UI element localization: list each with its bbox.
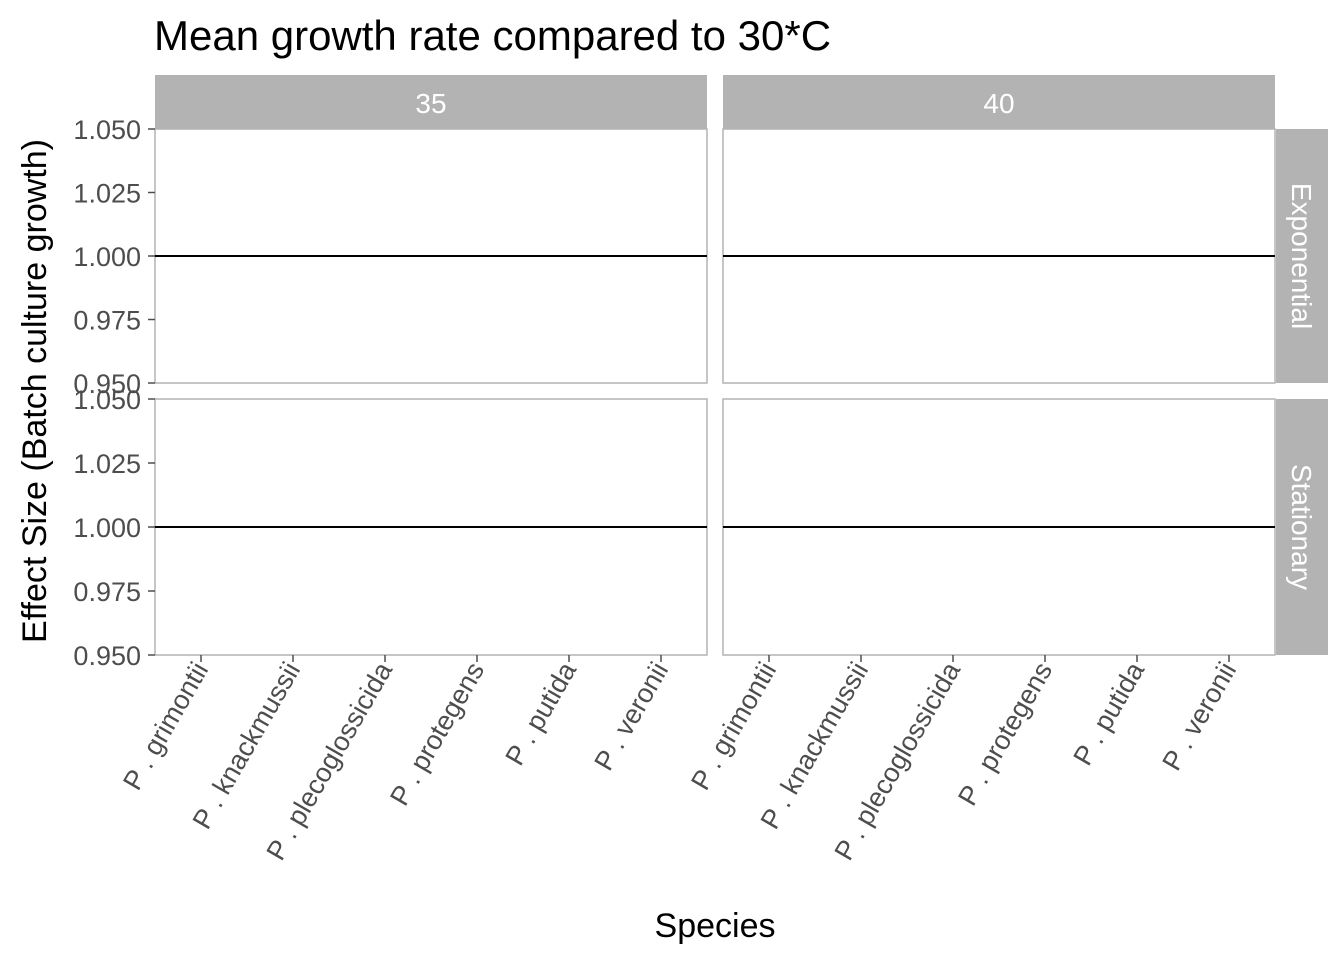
facet-strip-label-40: 40 xyxy=(983,88,1014,119)
y-tick-label: 0.950 xyxy=(73,641,141,671)
y-tick-label: 1.025 xyxy=(73,449,141,479)
y-tick-label: 1.050 xyxy=(73,115,141,145)
x-tick-label: P . grimontii xyxy=(685,657,782,795)
y-tick-label: 0.950 xyxy=(73,369,141,399)
x-tick-label: P . putida xyxy=(1067,656,1150,770)
x-axis-label: Species xyxy=(655,907,776,945)
facet-strip-stationary xyxy=(1276,399,1328,655)
y-tick-label: 1.025 xyxy=(73,179,141,209)
x-tick-label: P . protegens xyxy=(952,657,1058,811)
x-tick-label: P . grimontii xyxy=(117,657,214,795)
y-tick-label: 1.000 xyxy=(73,242,141,272)
x-tick-label: P . protegens xyxy=(384,657,490,811)
y-tick-label: 0.975 xyxy=(73,577,141,607)
facet-strip-35 xyxy=(155,75,707,129)
chart-title: Mean growth rate compared to 30*C xyxy=(154,12,831,59)
x-tick-label: P . veronii xyxy=(588,657,674,776)
facet-strip-label-stationary: Stationary xyxy=(1286,464,1317,590)
y-axis-label: Effect Size (Batch culture growth) xyxy=(16,139,54,643)
y-tick-label: 1.050 xyxy=(73,385,141,415)
x-tick-label: P . putida xyxy=(499,656,582,770)
x-tick-label: P . veronii xyxy=(1156,657,1242,776)
facet-grid: 35 40 Exponential Stationary 0.950 0.975 1.000… xyxy=(73,75,1328,865)
facet-strip-40 xyxy=(723,75,1275,129)
facet-strip-label-exponential: Exponential xyxy=(1286,183,1317,329)
facet-strip-exponential xyxy=(1276,129,1328,383)
y-tick-label: 1.000 xyxy=(73,513,141,543)
y-tick-label: 0.975 xyxy=(73,306,141,336)
facet-strip-label-35: 35 xyxy=(415,88,446,119)
